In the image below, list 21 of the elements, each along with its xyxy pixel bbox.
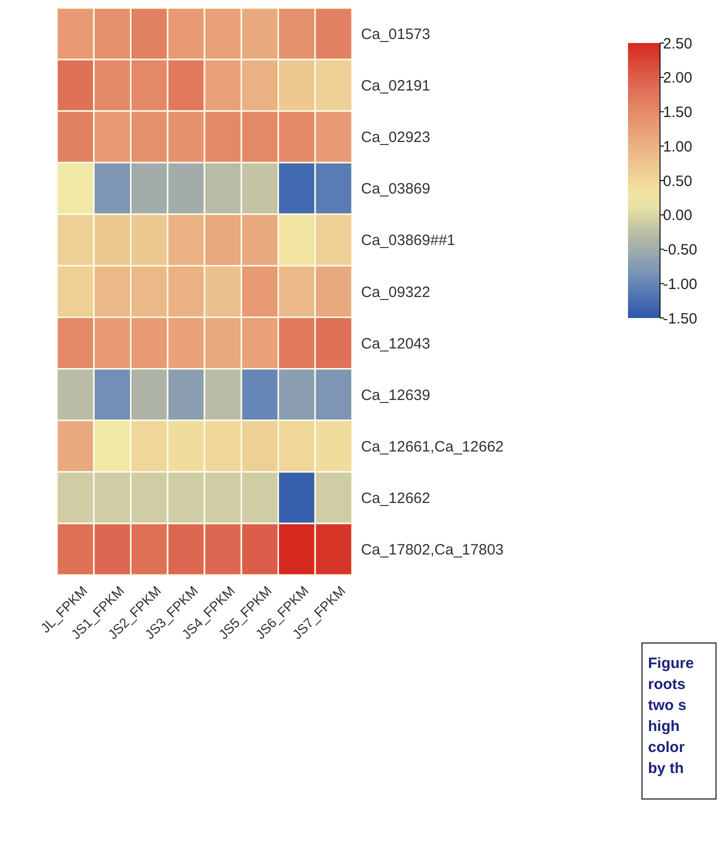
y-tick-label: Ca_03869 <box>361 180 430 198</box>
color-bar-label: -0.50 <box>663 242 698 258</box>
y-tick-label: Ca_12661,Ca_12662 <box>361 438 504 456</box>
color-bar-label: 2.50 <box>663 35 692 52</box>
color-bar-label: -1.00 <box>663 276 698 293</box>
y-tick-label: Ca_02191 <box>361 78 430 95</box>
y-tick-label: Ca_12639 <box>361 386 430 404</box>
y-tick-label: Ca_01573 <box>361 26 430 44</box>
y-tick-label: Ca_17802,Ca_17803 <box>361 541 504 558</box>
text: Figure roots two s high color by th <box>648 655 694 777</box>
color-bar-label: 1.00 <box>663 138 692 156</box>
color-bar-label: -1.50 <box>663 310 698 328</box>
y-tick-label: Ca_03869##1 <box>361 232 456 250</box>
y-tick-label: Ca_02923 <box>361 129 430 146</box>
color-bar-label: 2.00 <box>663 70 692 87</box>
color-bar-label: 0.50 <box>663 172 692 190</box>
y-tick-label: Ca_12043 <box>361 335 430 352</box>
y-tick-label: Ca_09322 <box>361 284 430 301</box>
y-tick-label: Ca_12662 <box>361 490 430 507</box>
color-bar-label: 0.00 <box>663 207 692 224</box>
color-bar-label: 1.50 <box>663 104 692 121</box>
